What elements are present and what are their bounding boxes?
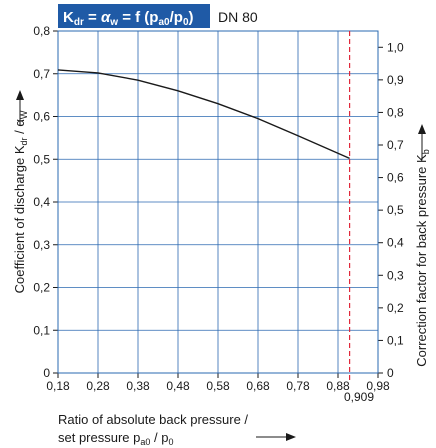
x-axis-arrow-head <box>286 433 296 441</box>
y2-tick-label: 0,6 <box>387 171 404 185</box>
plot-frame <box>57 30 379 374</box>
x-tick-label: 0,28 <box>86 379 110 393</box>
x-tick-labels: 0,18 0,28 0,38 0,48 0,58 0,68 0,78 0,88 0,98 <box>46 379 390 393</box>
y2-tick-label: 0,2 <box>387 301 404 315</box>
x-axis-title-line1: Ratio of absolute back pressure / <box>58 412 248 427</box>
y2-tick-label: 0,7 <box>387 138 404 152</box>
svg-text:Coefficient of discharge Kdr /: Coefficient of discharge Kdr / αW <box>12 110 29 293</box>
x-tick-label: 0,48 <box>166 379 190 393</box>
x-tick-label: 0,38 <box>126 379 150 393</box>
x-tick-label: 0,88 <box>326 379 350 393</box>
y2-tick-label: 0,4 <box>387 236 404 250</box>
y-tick-label: 0,2 <box>33 281 50 295</box>
y2-tick-label: 1,0 <box>387 40 404 54</box>
x-tick-label: 0,18 <box>46 379 70 393</box>
discharge-curve <box>57 69 350 160</box>
svg-text:Correction factor for back pre: Correction factor for back pressure Kb <box>414 149 431 366</box>
x-tick-label: 0,58 <box>206 379 230 393</box>
y-tick-label: 0,8 <box>33 24 50 38</box>
y2-tick-label: 0,1 <box>387 333 404 347</box>
chart-title: Kdr = αw = f (pa0/p0) <box>63 9 194 28</box>
y-tick-label: 0,7 <box>33 67 50 81</box>
y2-axis-arrow-head <box>418 124 426 134</box>
y-tick-label: 0 <box>43 366 50 380</box>
y-tick-label: 0,6 <box>33 110 50 124</box>
y-tick-label: 0,5 <box>33 152 50 166</box>
x-tick-label: 0,98 <box>366 379 390 393</box>
y-tick-labels: 0 0,1 0,2 0,3 0,4 0,5 0,6 0,7 0,8 <box>33 24 50 380</box>
y2-tick-label: 0,5 <box>387 203 404 217</box>
y2-tick-label: 0,3 <box>387 268 404 282</box>
y2-tick-label: 0,9 <box>387 73 404 87</box>
marker-label: 0,909 <box>344 390 374 404</box>
grid <box>53 30 383 378</box>
y2-axis-title: Correction factor for back pressure Kb <box>414 149 431 366</box>
y-tick-label: 0,4 <box>33 195 50 209</box>
y-tick-label: 0,3 <box>33 238 50 252</box>
chart-subtitle: DN 80 <box>218 9 258 25</box>
title-box <box>58 4 210 28</box>
x-tick-label: 0,68 <box>246 379 270 393</box>
y-axis-title: Coefficient of discharge Kdr / αW <box>12 110 29 293</box>
x-axis-title-line2: set pressure pa0 / p0 <box>58 430 173 447</box>
y2-tick-label: 0,8 <box>387 105 404 119</box>
y2-tick-label: 0 <box>387 366 394 380</box>
x-tick-label: 0,78 <box>286 379 310 393</box>
y-axis-arrow-head <box>16 90 24 100</box>
y2-tick-labels: 0 0,1 0,2 0,3 0,4 0,5 0,6 0,7 0,8 0,9 1,0 <box>387 40 404 380</box>
y-tick-label: 0,1 <box>33 323 50 337</box>
